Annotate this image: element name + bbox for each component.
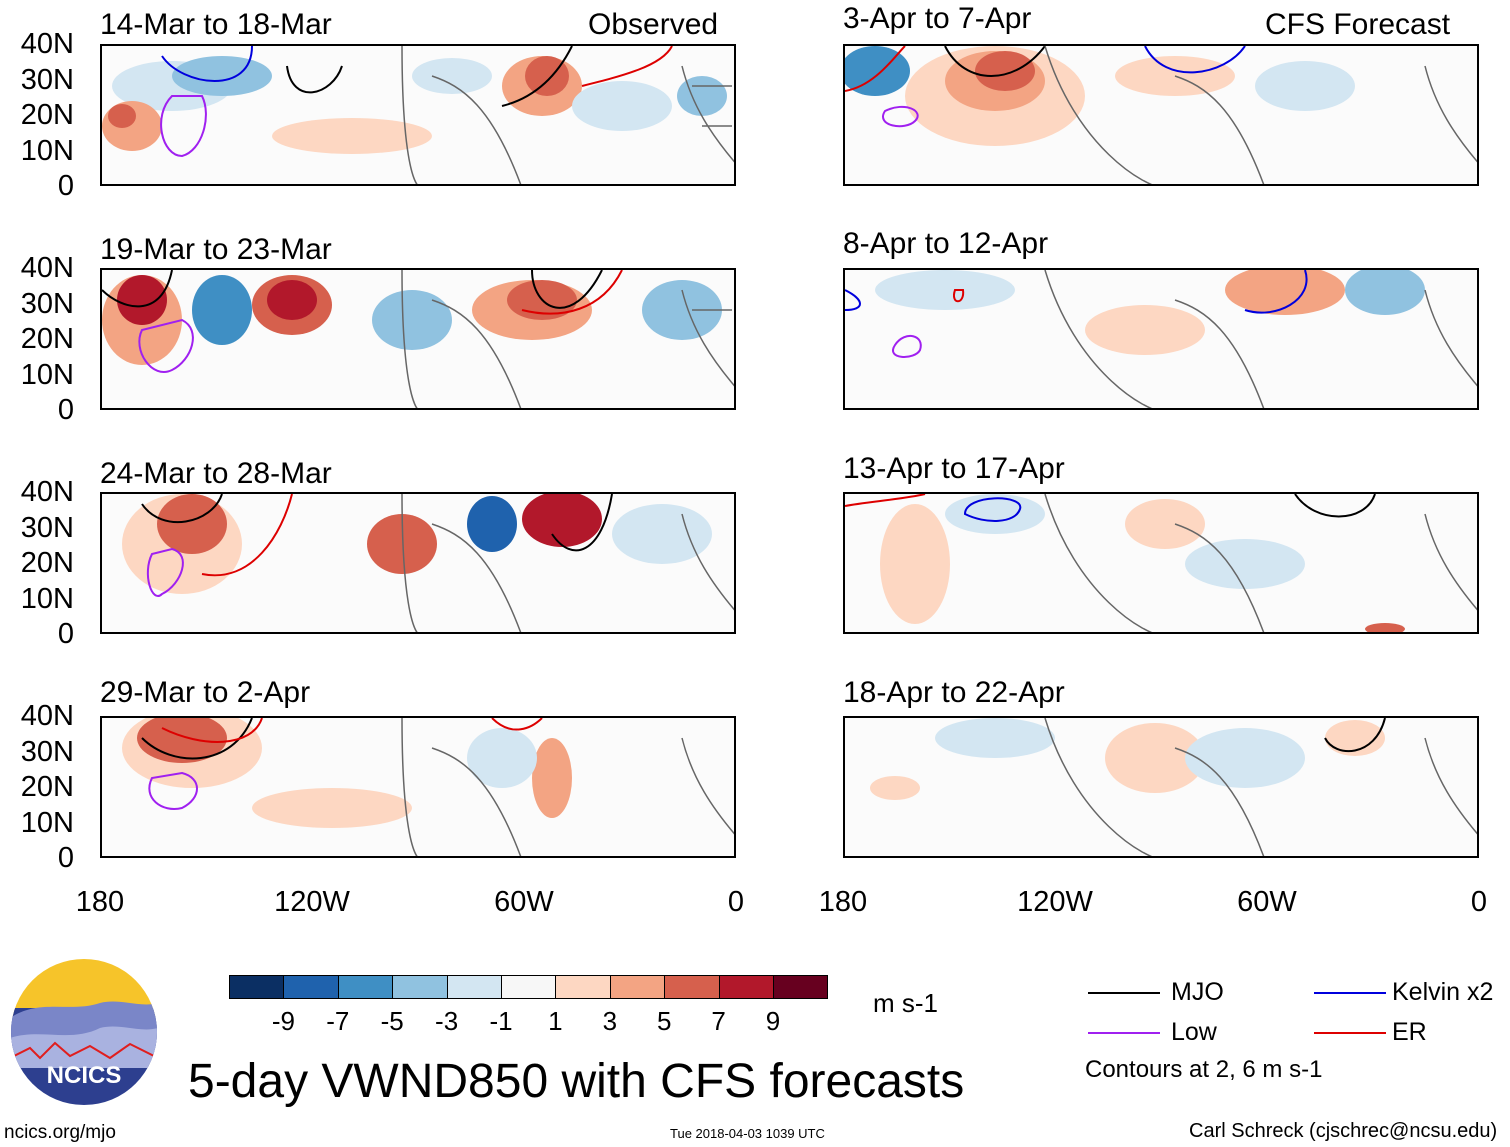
colorbar-tick-label: 1 [548, 1006, 563, 1036]
lat-label-panel3-2: 20N [20, 547, 74, 579]
colorbar-swatch [609, 975, 666, 999]
colorbar-swatch [555, 975, 611, 999]
map-panel-fcst-1 [843, 44, 1479, 186]
legend-note: Contours at 2, 6 m s-1 [1085, 1056, 1323, 1083]
footer-timestamp: Tue 2018-04-03 1039 UTC [670, 1126, 825, 1141]
lat-label-panel2-0: 40N [20, 252, 74, 284]
map-panel-fcst-3 [843, 492, 1479, 634]
lat-label-panel3-3: 10N [20, 582, 74, 615]
panel-title-fcst-4: 18-Apr to 22-Apr [843, 676, 1065, 709]
panel-title-obs-4: 29-Mar to 2-Apr [100, 676, 311, 709]
lat-label-panel4-0: 40N [20, 700, 74, 732]
colorbar-tick-label: -3 [435, 1006, 459, 1036]
panel-title-fcst-3: 13-Apr to 17-Apr [843, 452, 1065, 485]
map-panel-obs-3 [100, 492, 736, 634]
colorbar-tick-label: -7 [326, 1006, 350, 1036]
lat-label-panel2-2: 20N [20, 323, 74, 355]
legend-line-kelvin [1314, 992, 1386, 994]
lat-label-panel4-2: 20N [20, 771, 74, 803]
lat-label-panel3-0: 40N [20, 476, 74, 508]
lat-label-panel1-0: 40N [20, 28, 74, 60]
lon-label-col1-1: 120W [274, 886, 350, 918]
footer-credit: Carl Schreck (cjschrec@ncsu.edu) [1189, 1120, 1498, 1142]
lat-label-panel1-4: 0 [57, 170, 74, 202]
lon-label-col2-2: 60W [1237, 886, 1297, 918]
lon-label-col2-0: 180 [818, 886, 868, 918]
lon-label-col2-3: 0 [1470, 886, 1488, 918]
colorbar-swatch [229, 975, 285, 999]
lat-label-panel2-3: 10N [20, 358, 74, 391]
lat-label-panel4-1: 30N [20, 735, 74, 768]
colorbar-swatch [501, 975, 557, 999]
map-panel-obs-2 [100, 268, 736, 410]
map-panel-obs-1 [100, 44, 736, 186]
lon-label-col1-2: 60W [494, 886, 554, 918]
colorbar-swatch [773, 975, 829, 999]
map-panel-fcst-2 [843, 268, 1479, 410]
observed-header: Observed [588, 8, 719, 41]
lat-label-panel2-1: 30N [20, 287, 74, 320]
lat-label-panel4-4: 0 [57, 842, 74, 874]
map-panel-fcst-4 [843, 716, 1479, 858]
map-panel-obs-4 [100, 716, 736, 858]
forecast-header: CFS Forecast [1265, 8, 1451, 41]
legend-label-low: Low [1171, 1018, 1217, 1046]
colorbar-swatch [392, 975, 448, 999]
colorbar-tick-label: -1 [489, 1006, 513, 1036]
colorbar-swatch [664, 975, 720, 999]
panel-title-obs-3: 24-Mar to 28-Mar [100, 457, 332, 490]
colorbar-swatch [283, 975, 339, 999]
lat-label-panel3-4: 0 [57, 618, 74, 650]
colorbar-swatch [718, 975, 774, 999]
ncics-logo: NCICS [10, 958, 158, 1106]
lon-label-col2-1: 120W [1017, 886, 1093, 918]
legend-line-er [1314, 1032, 1386, 1034]
lat-label-panel2-4: 0 [57, 394, 74, 426]
lon-label-col1-3: 0 [727, 886, 745, 918]
colorbar-swatch [446, 975, 502, 999]
lat-label-panel1-1: 30N [20, 63, 74, 96]
colorbar-tick-label: -5 [380, 1006, 404, 1036]
legend-line-low [1088, 1032, 1160, 1034]
legend-label-kelvin: Kelvin x2 [1392, 978, 1494, 1006]
lat-label-panel4-3: 10N [20, 806, 74, 839]
lat-label-panel1-3: 10N [20, 134, 74, 167]
logo-text: NCICS [47, 1062, 122, 1089]
colorbar-swatch [337, 975, 394, 999]
figure-title: 5-day VWND850 with CFS forecasts [188, 1055, 965, 1108]
legend-line-mjo [1088, 992, 1160, 994]
footer-site-link[interactable]: ncics.org/mjo [4, 1122, 116, 1143]
lat-label-panel3-1: 30N [20, 511, 74, 544]
colorbar-tick-label: 9 [765, 1006, 781, 1036]
colorbar-tick-label: 3 [602, 1006, 618, 1036]
panel-title-obs-2: 19-Mar to 23-Mar [100, 233, 332, 266]
colorbar-tick-label: 7 [711, 1006, 726, 1036]
legend-label-mjo: MJO [1171, 978, 1224, 1006]
colorbar-tick-label: -9 [271, 1006, 295, 1036]
lat-label-panel1-2: 20N [20, 99, 74, 131]
colorbar-tick-label: 5 [656, 1006, 672, 1036]
panel-title-obs-1: 14-Mar to 18-Mar [100, 8, 332, 41]
panel-title-fcst-2: 8-Apr to 12-Apr [843, 227, 1049, 260]
legend-label-er: ER [1392, 1018, 1427, 1046]
panel-title-fcst-1: 3-Apr to 7-Apr [843, 2, 1032, 35]
lon-label-col1-0: 180 [75, 886, 125, 918]
colorbar-units: m s-1 [873, 988, 938, 1018]
